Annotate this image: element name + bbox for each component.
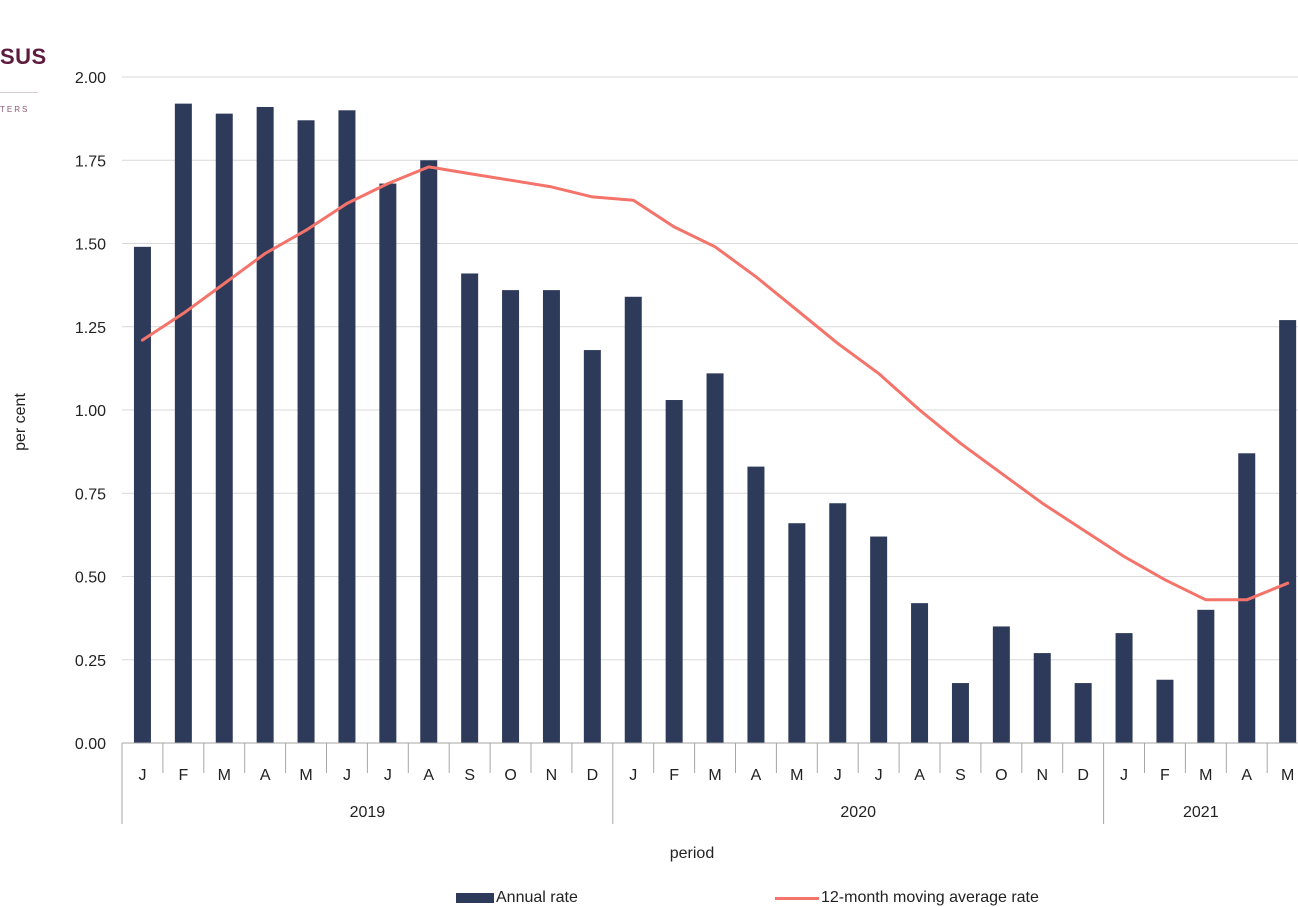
legend-item-annual-rate: Annual rate	[456, 889, 578, 907]
x-tick-label: F	[669, 767, 679, 784]
bar	[911, 603, 929, 743]
bar	[502, 290, 520, 743]
bar	[420, 160, 438, 743]
bar	[297, 120, 315, 744]
x-tick-label: S	[464, 767, 475, 784]
x-tick-label: M	[299, 767, 312, 784]
bar	[174, 103, 192, 743]
y-axis-title: per cent	[12, 393, 29, 451]
bar	[1156, 679, 1174, 743]
bar	[706, 373, 724, 743]
x-tick-label: J	[343, 767, 351, 784]
x-tick-label: F	[1160, 767, 1170, 784]
x-tick-label: M	[708, 767, 721, 784]
y-tick-label: 0.75	[75, 486, 106, 503]
y-tick-label: 0.50	[75, 570, 106, 587]
y-tick-label: 0.00	[75, 736, 106, 753]
x-tick-label: F	[178, 767, 188, 784]
x-tick-label: J	[629, 767, 637, 784]
y-tick-label: 2.00	[75, 70, 106, 87]
x-tick-label: N	[1036, 767, 1048, 784]
x-tick-label: A	[914, 767, 925, 784]
bar	[461, 273, 479, 743]
bar	[870, 536, 888, 743]
legend-label-moving-average: 12-month moving average rate	[821, 889, 1039, 906]
year-label: 2020	[840, 804, 876, 821]
year-label: 2019	[350, 804, 386, 821]
brand-logo-subtext: TERS	[0, 105, 30, 114]
x-tick-label: O	[995, 767, 1007, 784]
x-tick-label: A	[423, 767, 434, 784]
bar	[665, 400, 683, 743]
x-tick-label: O	[504, 767, 516, 784]
x-axis-title: period	[670, 845, 714, 862]
legend-label-annual-rate: Annual rate	[496, 889, 578, 906]
x-tick-label: J	[384, 767, 392, 784]
chart-canvas: 0.00 0.25 0.50 0.75 1.00 1.25 1.50 1.75 2.00 J F M A…	[12, 70, 1298, 862]
bar	[1033, 653, 1051, 743]
bar	[379, 183, 397, 743]
x-tick-label: J	[138, 767, 146, 784]
bar	[951, 683, 969, 743]
bar	[829, 503, 847, 743]
x-tick-label: D	[1077, 767, 1089, 784]
bar	[1279, 320, 1297, 743]
bar	[583, 350, 601, 743]
x-tick-label: S	[955, 767, 966, 784]
brand-logo-text: SUS	[0, 44, 47, 69]
brand-logo-rule	[0, 92, 38, 93]
x-tick-label: M	[1199, 767, 1212, 784]
bar	[1197, 609, 1215, 743]
bar	[992, 626, 1010, 743]
x-tick-label: J	[834, 767, 842, 784]
y-tick-label: 1.00	[75, 403, 106, 420]
moving-average-line	[140, 165, 1290, 602]
legend-swatch-line	[775, 896, 819, 900]
y-tick-label: 1.25	[75, 320, 106, 337]
bar	[747, 466, 765, 743]
x-tick-label: N	[546, 767, 558, 784]
legend-item-moving-average: 12-month moving average rate	[775, 889, 1039, 907]
legend-swatch-bar	[456, 893, 494, 903]
x-tick-label: M	[1281, 767, 1294, 784]
bar	[542, 290, 560, 743]
bar	[1115, 633, 1133, 743]
x-tick-label: A	[260, 767, 271, 784]
y-tick-label: 1.75	[75, 153, 106, 170]
x-tick-label: J	[1120, 767, 1128, 784]
bar	[338, 110, 356, 744]
x-tick-label: D	[587, 767, 599, 784]
year-label: 2021	[1183, 804, 1219, 821]
y-tick-label: 0.25	[75, 653, 106, 670]
bar	[1074, 683, 1092, 743]
x-tick-label: M	[790, 767, 803, 784]
bar	[1238, 453, 1256, 743]
y-tick-label: 1.50	[75, 237, 106, 254]
bar	[133, 246, 151, 743]
x-tick-label: A	[1241, 767, 1252, 784]
x-tick-label: M	[218, 767, 231, 784]
bar	[256, 106, 274, 744]
bar	[788, 523, 806, 743]
x-tick-label: A	[751, 767, 762, 784]
x-tick-label: J	[875, 767, 883, 784]
bar	[215, 113, 233, 743]
bar	[624, 296, 642, 743]
